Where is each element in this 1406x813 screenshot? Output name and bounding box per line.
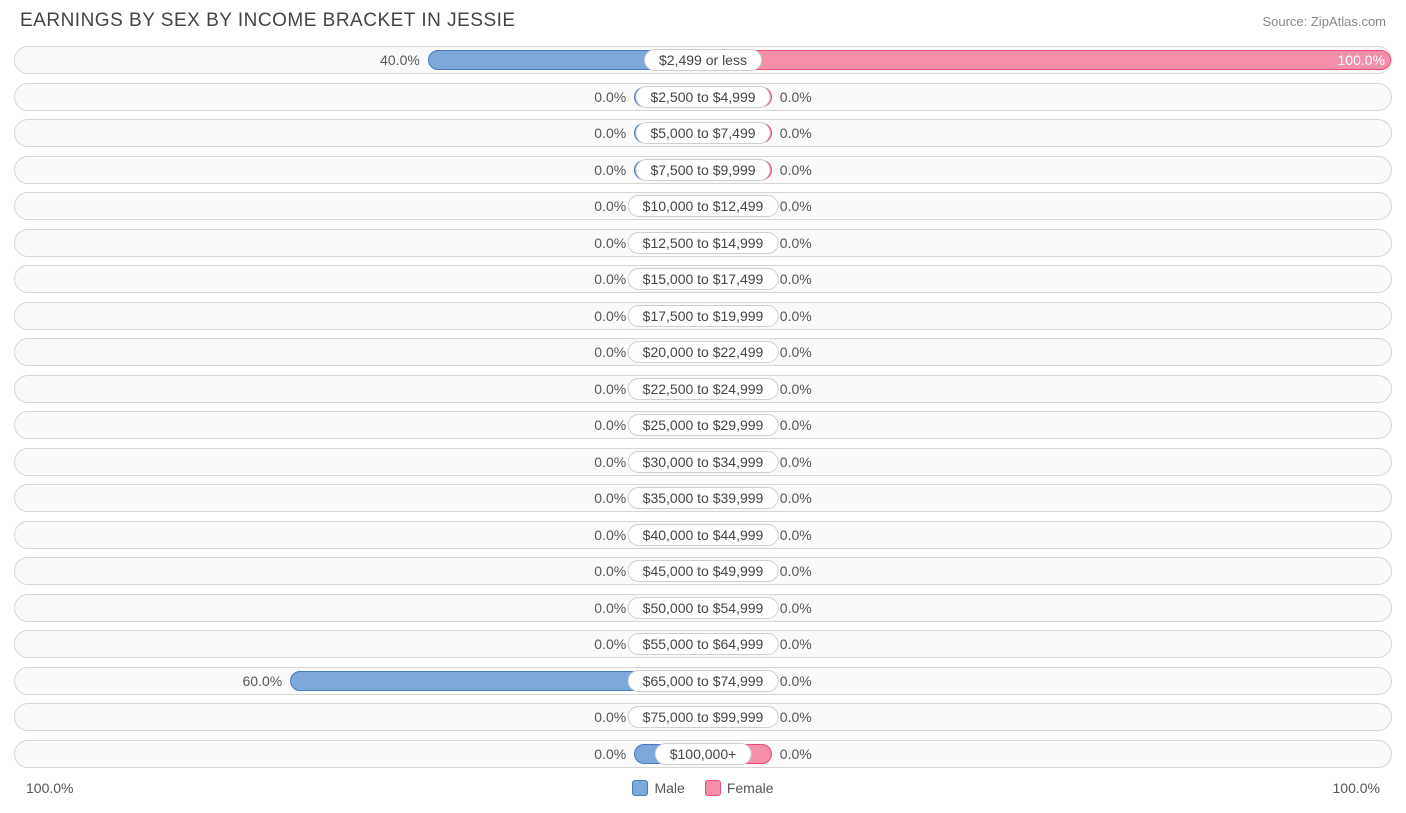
male-value-label: 0.0% (594, 230, 626, 256)
male-value-label: 0.0% (594, 266, 626, 292)
female-value-label: 100.0% (1338, 47, 1385, 73)
male-value-label: 0.0% (594, 595, 626, 621)
male-value-label: 0.0% (594, 376, 626, 402)
chart-row: 0.0% 0.0%$25,000 to $29,999 (14, 411, 1392, 439)
chart-body: 40.0% 100.0% $2,499 or less 0.0% 0.0% $2,500 … (0, 46, 1406, 768)
axis-right-max: 100.0% (1333, 780, 1380, 796)
chart-row: 0.0% 0.0%$10,000 to $12,499 (14, 192, 1392, 220)
swatch-male-icon (632, 780, 648, 796)
male-value-label: 0.0% (594, 157, 626, 183)
male-value-label: 0.0% (594, 631, 626, 657)
chart-row: 0.0% 0.0%$45,000 to $49,999 (14, 557, 1392, 585)
chart-row: 0.0% 0.0%$50,000 to $54,999 (14, 594, 1392, 622)
chart-row: 0.0% 0.0%$55,000 to $64,999 (14, 630, 1392, 658)
male-value-label: 0.0% (594, 558, 626, 584)
bracket-label: $35,000 to $39,999 (628, 487, 779, 509)
bracket-label: $5,000 to $7,499 (635, 122, 770, 144)
chart-row: 0.0% 0.0%$30,000 to $34,999 (14, 448, 1392, 476)
male-value-label: 0.0% (594, 704, 626, 730)
chart-row: 60.0% 0.0%$65,000 to $74,999 (14, 667, 1392, 695)
female-value-label: 0.0% (780, 157, 812, 183)
bracket-label: $20,000 to $22,499 (628, 341, 779, 363)
bracket-label: $2,499 or less (644, 49, 762, 71)
female-value-label: 0.0% (780, 230, 812, 256)
male-value-label: 0.0% (594, 193, 626, 219)
female-value-label: 0.0% (780, 84, 812, 110)
chart-row: 0.0% 0.0%$20,000 to $22,499 (14, 338, 1392, 366)
chart-row: 0.0% 0.0%$40,000 to $44,999 (14, 521, 1392, 549)
male-value-label: 0.0% (594, 303, 626, 329)
female-value-label: 0.0% (780, 485, 812, 511)
female-value-label: 0.0% (780, 741, 812, 767)
bracket-label: $22,500 to $24,999 (628, 378, 779, 400)
female-value-label: 0.0% (780, 558, 812, 584)
male-value-label: 0.0% (594, 522, 626, 548)
bracket-label: $7,500 to $9,999 (635, 159, 770, 181)
chart-row: 0.0% 0.0%$22,500 to $24,999 (14, 375, 1392, 403)
male-value-label: 0.0% (594, 741, 626, 767)
bracket-label: $30,000 to $34,999 (628, 451, 779, 473)
bracket-label: $55,000 to $64,999 (628, 633, 779, 655)
bracket-label: $65,000 to $74,999 (628, 670, 779, 692)
legend-male-label: Male (654, 780, 684, 796)
female-value-label: 0.0% (780, 193, 812, 219)
chart-row: 0.0% 0.0%$35,000 to $39,999 (14, 484, 1392, 512)
bracket-label: $40,000 to $44,999 (628, 524, 779, 546)
female-value-label: 0.0% (780, 449, 812, 475)
female-value-label: 0.0% (780, 412, 812, 438)
chart-row: 0.0% 0.0% $100,000+ (14, 740, 1392, 768)
bracket-label: $2,500 to $4,999 (635, 86, 770, 108)
bracket-label: $25,000 to $29,999 (628, 414, 779, 436)
chart-row: 0.0% 0.0% $5,000 to $7,499 (14, 119, 1392, 147)
female-value-label: 0.0% (780, 376, 812, 402)
male-value-label: 40.0% (380, 47, 420, 73)
male-value-label: 60.0% (243, 668, 283, 694)
male-value-label: 0.0% (594, 412, 626, 438)
chart-title: EARNINGS BY SEX BY INCOME BRACKET IN JES… (20, 10, 516, 32)
male-value-label: 0.0% (594, 339, 626, 365)
bracket-label: $45,000 to $49,999 (628, 560, 779, 582)
chart-row: 40.0% 100.0% $2,499 or less (14, 46, 1392, 74)
legend-female: Female (705, 780, 774, 796)
female-value-label: 0.0% (780, 303, 812, 329)
chart-header: EARNINGS BY SEX BY INCOME BRACKET IN JES… (0, 0, 1406, 46)
chart-row: 0.0% 0.0%$75,000 to $99,999 (14, 703, 1392, 731)
female-value-label: 0.0% (780, 668, 812, 694)
female-value-label: 0.0% (780, 595, 812, 621)
male-value-label: 0.0% (594, 120, 626, 146)
bracket-label: $15,000 to $17,499 (628, 268, 779, 290)
legend: Male Female (632, 780, 773, 796)
chart-source: Source: ZipAtlas.com (1262, 14, 1386, 29)
legend-female-label: Female (727, 780, 774, 796)
male-value-label: 0.0% (594, 449, 626, 475)
female-value-label: 0.0% (780, 339, 812, 365)
female-value-label: 0.0% (780, 120, 812, 146)
female-value-label: 0.0% (780, 522, 812, 548)
chart-row: 0.0% 0.0%$15,000 to $17,499 (14, 265, 1392, 293)
bracket-label: $50,000 to $54,999 (628, 597, 779, 619)
chart-row: 0.0% 0.0% $7,500 to $9,999 (14, 156, 1392, 184)
bracket-label: $12,500 to $14,999 (628, 232, 779, 254)
chart-footer: 100.0% Male Female 100.0% (0, 776, 1406, 796)
axis-left-max: 100.0% (26, 780, 73, 796)
female-value-label: 0.0% (780, 704, 812, 730)
male-value-label: 0.0% (594, 485, 626, 511)
chart-row: 0.0% 0.0% $2,500 to $4,999 (14, 83, 1392, 111)
bracket-label: $100,000+ (655, 743, 752, 765)
bracket-label: $17,500 to $19,999 (628, 305, 779, 327)
male-value-label: 0.0% (594, 84, 626, 110)
bracket-label: $75,000 to $99,999 (628, 706, 779, 728)
female-value-label: 0.0% (780, 266, 812, 292)
chart-row: 0.0% 0.0%$17,500 to $19,999 (14, 302, 1392, 330)
legend-male: Male (632, 780, 684, 796)
swatch-female-icon (705, 780, 721, 796)
bracket-label: $10,000 to $12,499 (628, 195, 779, 217)
chart-row: 0.0% 0.0%$12,500 to $14,999 (14, 229, 1392, 257)
female-bar (703, 50, 1391, 70)
female-value-label: 0.0% (780, 631, 812, 657)
